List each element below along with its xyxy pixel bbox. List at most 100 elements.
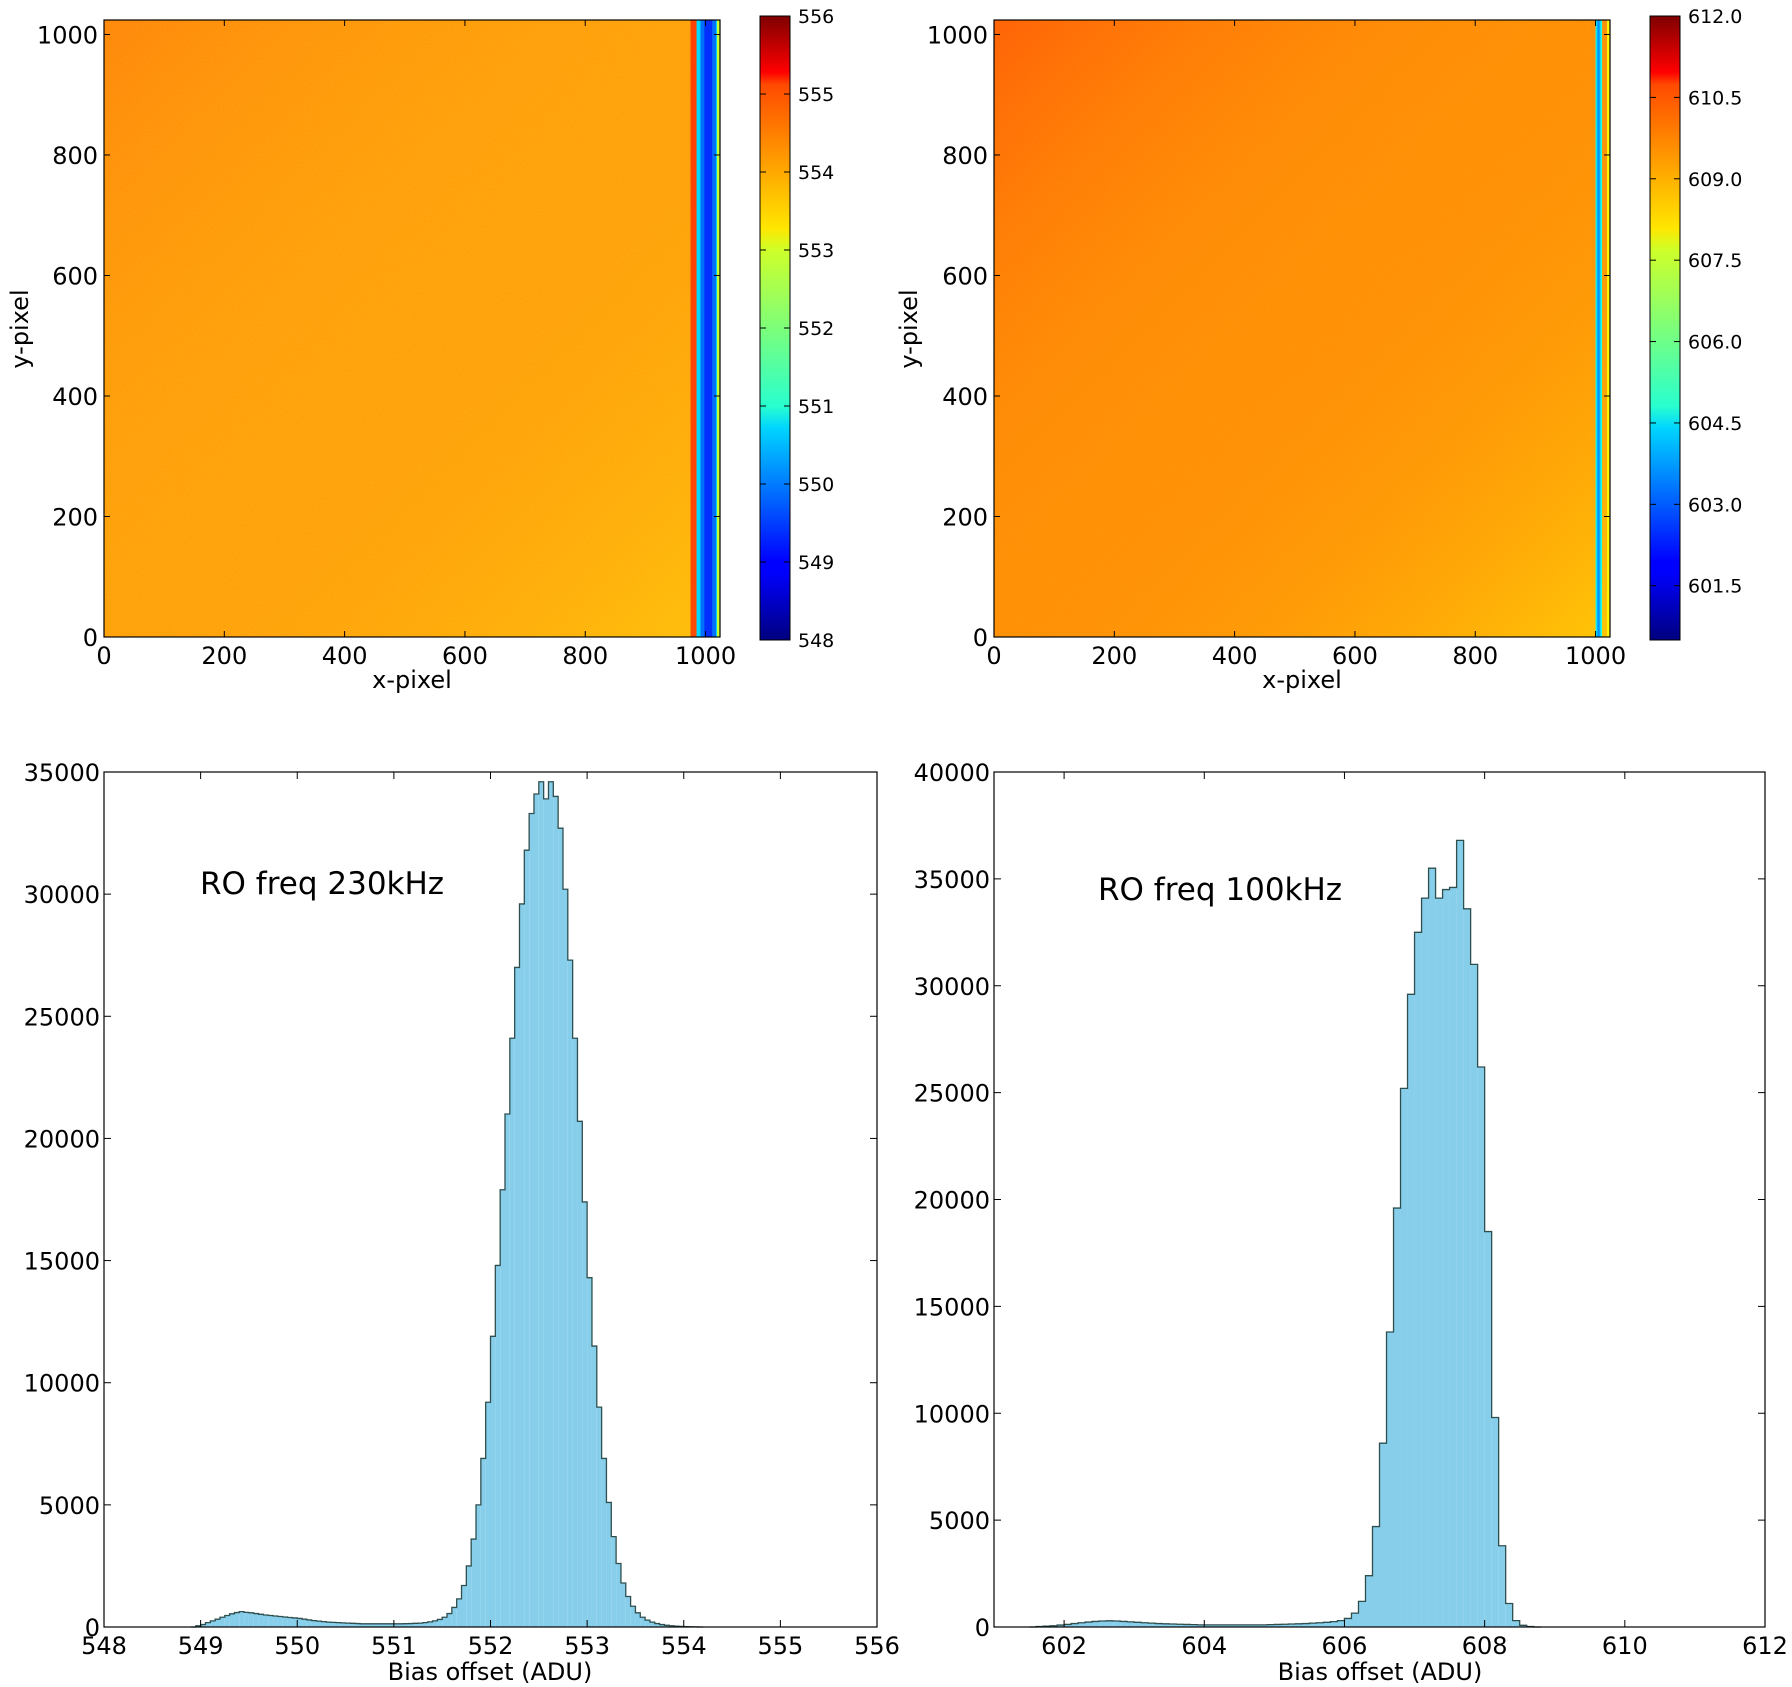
y-tick-label: 30000 bbox=[914, 973, 990, 1001]
histogram-bar bbox=[248, 1612, 254, 1627]
y-tick-label: 600 bbox=[942, 262, 988, 290]
histogram-bar bbox=[282, 1616, 288, 1627]
histogram-bar bbox=[326, 1622, 332, 1627]
histogram-bar bbox=[1463, 908, 1471, 1627]
histogram-bar bbox=[500, 1189, 505, 1627]
overscan-strip bbox=[708, 20, 713, 637]
y-tick-label: 10000 bbox=[24, 1370, 100, 1398]
histogram-bar bbox=[1141, 1622, 1149, 1627]
histogram-bar bbox=[277, 1616, 283, 1627]
histogram-bar bbox=[456, 1598, 462, 1627]
histogram-bar bbox=[1379, 1443, 1387, 1627]
histogram-bar bbox=[345, 1623, 351, 1627]
histogram-bar bbox=[1456, 840, 1464, 1627]
histogram-bar bbox=[1106, 1620, 1114, 1627]
histogram-bar bbox=[1309, 1623, 1317, 1627]
histogram-bar bbox=[548, 781, 554, 1627]
histogram-bar bbox=[437, 1619, 443, 1627]
histogram-bar bbox=[1295, 1623, 1303, 1627]
histogram-annotation: RO freq 100kHz bbox=[1098, 872, 1342, 908]
histogram-bar bbox=[219, 1617, 225, 1627]
histogram-outline bbox=[190, 781, 704, 1628]
y-tick-labels: 0 200 400 600 800 1000 bbox=[927, 21, 1610, 652]
histogram-bar bbox=[350, 1623, 356, 1627]
x-tick-label: 1000 bbox=[675, 642, 736, 670]
histogram-bar bbox=[200, 1624, 206, 1627]
x-axis-label: x-pixel bbox=[372, 666, 452, 694]
colorbar-ticks: 548 549 550 551 552 553 554 555 556 bbox=[760, 6, 834, 652]
histogram-bar bbox=[1274, 1624, 1282, 1627]
histogram-bar bbox=[1190, 1624, 1198, 1627]
colorbar-tick-label: 606.0 bbox=[1688, 332, 1742, 354]
y-tick-label: 400 bbox=[52, 383, 98, 411]
histogram-bar bbox=[514, 967, 520, 1627]
histogram-bar bbox=[1162, 1623, 1170, 1627]
x-tick-label: 552 bbox=[468, 1632, 514, 1660]
y-tick-label: 25000 bbox=[914, 1080, 990, 1108]
histogram-bar bbox=[1372, 1526, 1380, 1627]
histogram-bar bbox=[1505, 1603, 1513, 1627]
y-tick-label: 20000 bbox=[24, 1125, 100, 1153]
y-tick-label: 40000 bbox=[914, 759, 990, 787]
histogram-bar bbox=[504, 1114, 510, 1627]
histogram-bar bbox=[287, 1617, 293, 1627]
overscan-strip bbox=[1595, 20, 1598, 637]
histogram-bar bbox=[297, 1618, 303, 1627]
histogram-bar bbox=[601, 1458, 607, 1627]
x-tick-label: 548 bbox=[81, 1632, 127, 1660]
x-tick-label: 602 bbox=[1041, 1632, 1087, 1660]
histogram-bar bbox=[480, 1458, 486, 1627]
histogram-bar bbox=[393, 1623, 399, 1627]
colorbar-tick-label: 556 bbox=[798, 6, 834, 28]
histogram-bar bbox=[1085, 1622, 1093, 1627]
overscan-strip bbox=[700, 20, 705, 637]
colorbar-tick-label: 609.0 bbox=[1688, 169, 1742, 191]
colorbar-tick-label: 548 bbox=[798, 630, 834, 652]
histogram-outline bbox=[1029, 839, 1541, 1628]
histogram-bar bbox=[413, 1623, 419, 1627]
overscan-strip bbox=[712, 20, 717, 637]
histogram-bar bbox=[519, 903, 525, 1627]
histogram-bar bbox=[529, 813, 534, 1627]
histogram-bar bbox=[1267, 1624, 1275, 1627]
histogram-bar bbox=[645, 1620, 650, 1627]
histogram-bar bbox=[533, 793, 539, 1627]
x-tick-label: 1000 bbox=[1565, 642, 1626, 670]
histogram-bar bbox=[418, 1623, 423, 1627]
histogram-bar bbox=[1064, 1624, 1072, 1627]
overscan-strip bbox=[1598, 20, 1601, 637]
histogram-bar bbox=[1260, 1624, 1268, 1627]
histogram-annotation: RO freq 230kHz bbox=[200, 866, 444, 902]
histogram-bar bbox=[1120, 1621, 1128, 1627]
y-tick-label: 35000 bbox=[914, 866, 990, 894]
x-tick-labels: 0 200 400 600 800 1000 bbox=[96, 20, 736, 670]
histogram-bar bbox=[1512, 1620, 1520, 1627]
heatmap-panel-230khz: 0 200 400 600 800 1000 0 200 400 600 800 1000 x-pi… bbox=[6, 6, 834, 694]
histogram-bar bbox=[447, 1613, 452, 1627]
heatmap-panel-100khz: 0 200 400 600 800 1000 0 200 400 600 800 1000 x-pi… bbox=[895, 6, 1742, 694]
x-tick-label: 800 bbox=[1452, 642, 1498, 670]
histogram-bar bbox=[664, 1625, 670, 1627]
x-tick-label: 600 bbox=[442, 642, 488, 670]
histogram-bar bbox=[558, 828, 563, 1627]
histogram-bar bbox=[616, 1563, 621, 1627]
x-tick-labels: 0 200 400 600 800 1000 bbox=[986, 20, 1626, 670]
histogram-bar bbox=[654, 1623, 660, 1627]
histogram-bar bbox=[1498, 1545, 1506, 1627]
histogram-bar bbox=[268, 1615, 274, 1627]
histogram-bar bbox=[591, 1346, 597, 1627]
histogram-bar bbox=[253, 1613, 259, 1627]
histogram-bar bbox=[398, 1623, 404, 1627]
histogram-bar bbox=[1218, 1624, 1226, 1627]
histogram-bar bbox=[1071, 1623, 1079, 1627]
histogram-bar bbox=[1393, 1208, 1401, 1627]
histogram-bar bbox=[331, 1622, 336, 1627]
colorbar-tick-label: 555 bbox=[798, 84, 834, 106]
histogram-bar bbox=[1330, 1621, 1338, 1627]
y-tick-label: 800 bbox=[52, 142, 98, 170]
y-tick-label: 0 bbox=[85, 1614, 100, 1642]
colorbar-tick-label: 603.0 bbox=[1688, 494, 1742, 516]
heatmap-image-230khz bbox=[104, 20, 721, 637]
y-tick-label: 1000 bbox=[927, 21, 988, 49]
